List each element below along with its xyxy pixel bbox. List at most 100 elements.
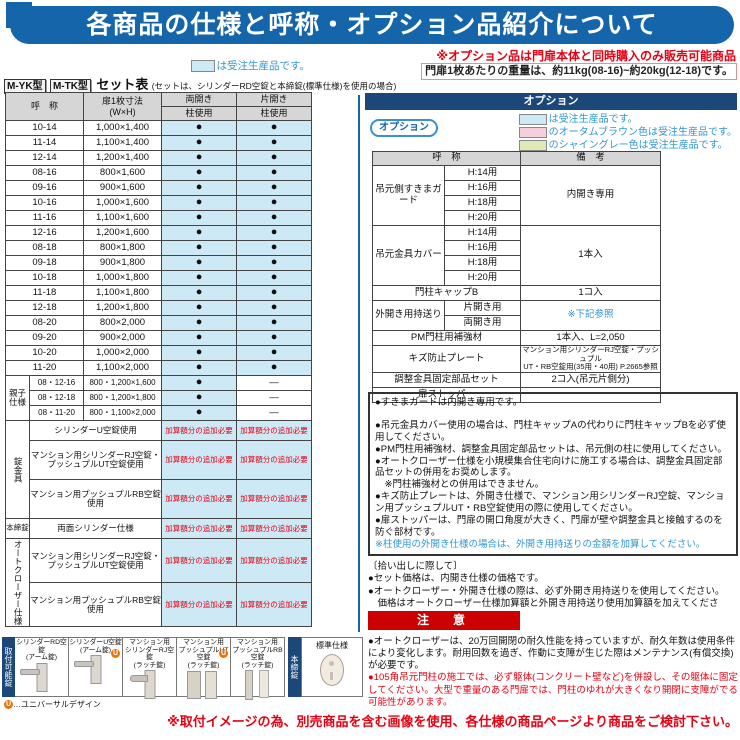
size-code: 09-20 — [4, 330, 85, 346]
option-name: 吊元側すきまガード — [372, 165, 445, 226]
caution-banner: 注 意 — [368, 611, 520, 630]
double-availability-dot: ● — [161, 405, 238, 421]
set-table-row: 08-20 800×2,000 ● ● — [4, 315, 313, 331]
pickup-line: ●オートクローザー・外開き仕様の際は、必ず外開き用持送りを使用してください。 — [368, 585, 725, 597]
product-caption: マンション用 プッシュプルUT空錠 (ラッチ錠) U — [178, 639, 229, 669]
option-sub-size: H:18用 — [443, 255, 522, 271]
option-remarks: 1本入、L=2,050 — [520, 330, 662, 346]
set-table: 呼 称 扉1枚寸法 (W×H) 両開き 片開き 柱使用 柱使用 10-14 1,0… — [4, 92, 313, 627]
option-name: 吊元金具カバー — [372, 225, 445, 286]
size-code: 10-14 — [4, 120, 85, 136]
size-code: 12-14 — [4, 150, 85, 166]
single-availability-dot: ● — [236, 195, 313, 211]
legend-text: は受注生産品です。 — [216, 60, 310, 72]
set-table-subheader-row: 柱使用 柱使用 — [6, 106, 313, 121]
double-availability-dot: ● — [161, 375, 238, 391]
single-availability-dot: ● — [236, 345, 313, 361]
set-table-row: 10-16 1,000×1,600 ● ● — [4, 195, 313, 211]
option-table-row: 吊元側すきまガード H:14用 内開き専用 — [372, 165, 662, 226]
set-table-body: 10-14 1,000×1,400 ● ● 11-14 1,100×1,400 ● ● 12-1… — [4, 120, 313, 627]
size-value: 900×2,000 — [83, 330, 163, 346]
option-badge: オプション — [370, 119, 438, 137]
col-header-pillar-single: 柱使用 — [236, 106, 313, 121]
size-value: 1,000×1,600 — [83, 195, 163, 211]
double-availability-dot: ● — [161, 210, 238, 226]
lock-name: 両面シリンダー仕様 — [28, 518, 163, 539]
single-availability-dot: ● — [236, 120, 313, 136]
product-box: マンション用 プッシュプルUT空錠 (ラッチ錠) U — [177, 637, 231, 700]
pickup-title: 〔拾い出しに際して〕 — [368, 561, 463, 572]
set-table-row: 11-14 1,100×1,400 ● ● — [4, 135, 313, 151]
deadbolt-caption: 標準仕様 — [316, 641, 348, 650]
caution-item: ●105角吊元門柱の施工では、必ず躯体(コンクリート壁など)を併設し、その躯体に… — [368, 672, 738, 708]
col-header-double: 両開き — [161, 92, 238, 107]
single-availability-dot: ● — [236, 225, 313, 241]
size-value: 1,000×1,400 — [83, 120, 163, 136]
col-header-name: 呼 称 — [4, 92, 85, 121]
lock-name: マンション用シリンダーRJ空錠・プッシュプルUT空錠使用 — [28, 538, 163, 583]
set-table-title-row: M-YK型 M-TK型 セット表 (セットは、シリンダーRD空錠と本締錠(標準仕… — [4, 74, 396, 94]
lock-group-label: 錠金具 — [5, 420, 30, 519]
size-code: 08-18 — [4, 240, 85, 256]
size-value: 1,200×1,600 — [83, 225, 163, 241]
option-remarks: 内開き専用 — [520, 165, 662, 226]
universal-icon: U — [219, 649, 228, 658]
set-table-row: 11-16 1,100×1,600 ● ● — [4, 210, 313, 226]
double-availability-dot: ● — [161, 225, 238, 241]
footer-note: ※取付イメージの為、別売商品を含む画像を使用、各仕様の商品ページより商品をご検討… — [167, 714, 738, 729]
size-value: 1,200×1,400 — [83, 150, 163, 166]
set-table-row: 10-20 1,000×2,000 ● ● — [4, 345, 313, 361]
option-table-row: 吊元金具カバー H:14用 1本入 — [372, 225, 662, 286]
legend-text: のシャイングレー色は受注生産品です。 — [548, 140, 728, 151]
size-code: 09-18 — [4, 255, 85, 271]
single-availability-dot: ● — [236, 165, 313, 181]
option-sub-size: H:20用 — [443, 210, 522, 226]
single-availability-dot: ● — [236, 240, 313, 256]
set-table-lock-row: 錠金具 シリンダーU空錠使用 加算額分の追加必要 加算額分の追加必要 — [5, 420, 313, 519]
option-table: 呼 称 備 考 吊元側すきまガード H:14用 内開き専用 H:16用 H:18用 H:2… — [371, 151, 662, 403]
set-table-row: 09-20 900×2,000 ● ● — [4, 330, 313, 346]
extra-fee-cell: 加算額分の追加必要 — [236, 420, 313, 441]
universal-design-note: U …ユニバーサルデザイン — [4, 699, 101, 710]
double-availability-dot: ● — [161, 135, 238, 151]
option-legend: は受注生産品です。 のオータムブラウン色は受注生産品です。 のシャイングレー色は… — [518, 113, 737, 152]
made-to-order-legend: は受注生産品です。 — [190, 58, 310, 73]
single-availability-dot: ● — [236, 330, 313, 346]
double-availability-dot: ● — [161, 390, 238, 406]
single-availability-dot: ● — [236, 360, 313, 376]
double-availability-dot: ● — [161, 315, 238, 331]
extra-fee-cell: 加算額分の追加必要 — [161, 518, 238, 539]
legend-line-green: のシャイングレー色は受注生産品です。 — [518, 139, 737, 152]
product-image — [123, 669, 176, 699]
size-code: 08・11-20 — [28, 405, 85, 421]
set-table-row: 09-16 900×1,600 ● ● — [4, 180, 313, 196]
option-remarks: ※下記参照 — [520, 300, 662, 331]
lock-strip-side-label: 取付可能錠 — [2, 637, 15, 697]
option-table-row: 両開き用 — [373, 315, 661, 331]
set-table-oyako-row: 08・12-18 800・1,200×1,800 ● ― — [6, 390, 313, 406]
caution-item: ●オートクローザーは、20万回開閉の耐久性能を持っていますが、耐久年数は使用条件… — [368, 636, 735, 672]
size-value: 800×1,800 — [83, 240, 163, 256]
pink-swatch — [518, 126, 547, 138]
size-code: 08-20 — [4, 315, 85, 331]
size-value: 800・1,100×2,000 — [83, 405, 163, 421]
option-name: 調整金具固定部品セット — [371, 371, 522, 388]
product-caption: シリンダーU空錠 (アーム錠) U — [69, 639, 122, 658]
set-table-lock-row: オートクローザー仕様 マンション用シリンダーRJ空錠・プッシュプルUT空錠使用 加算… — [5, 538, 313, 627]
size-value: 1,200×1,800 — [83, 300, 163, 316]
size-value: 800×2,000 — [83, 315, 163, 331]
single-availability-dot: ● — [236, 135, 313, 151]
product-image — [177, 669, 230, 700]
product-caption: マンション用 プッシュプルRB空錠 (ラッチ錠) — [232, 639, 283, 669]
option-table-body: 吊元側すきまガード H:14用 内開き専用 H:16用 H:18用 H:20用 吊元金具カバ… — [371, 165, 662, 403]
product-box: マンション用 シリンダーRJ空錠 (ラッチ錠) — [123, 637, 177, 697]
size-code: 11-18 — [4, 285, 85, 301]
size-code: 10-18 — [4, 270, 85, 286]
size-code: 11-14 — [4, 135, 85, 151]
size-value: 800・1,200×1,800 — [83, 390, 163, 406]
option-sub-size: H:16用 — [443, 240, 522, 256]
extra-fee-cell: 加算額分の追加必要 — [236, 518, 313, 539]
single-availability-dot: ● — [236, 315, 313, 331]
option-sub-size: H:18用 — [443, 195, 522, 211]
double-availability-dot: ● — [161, 345, 238, 361]
